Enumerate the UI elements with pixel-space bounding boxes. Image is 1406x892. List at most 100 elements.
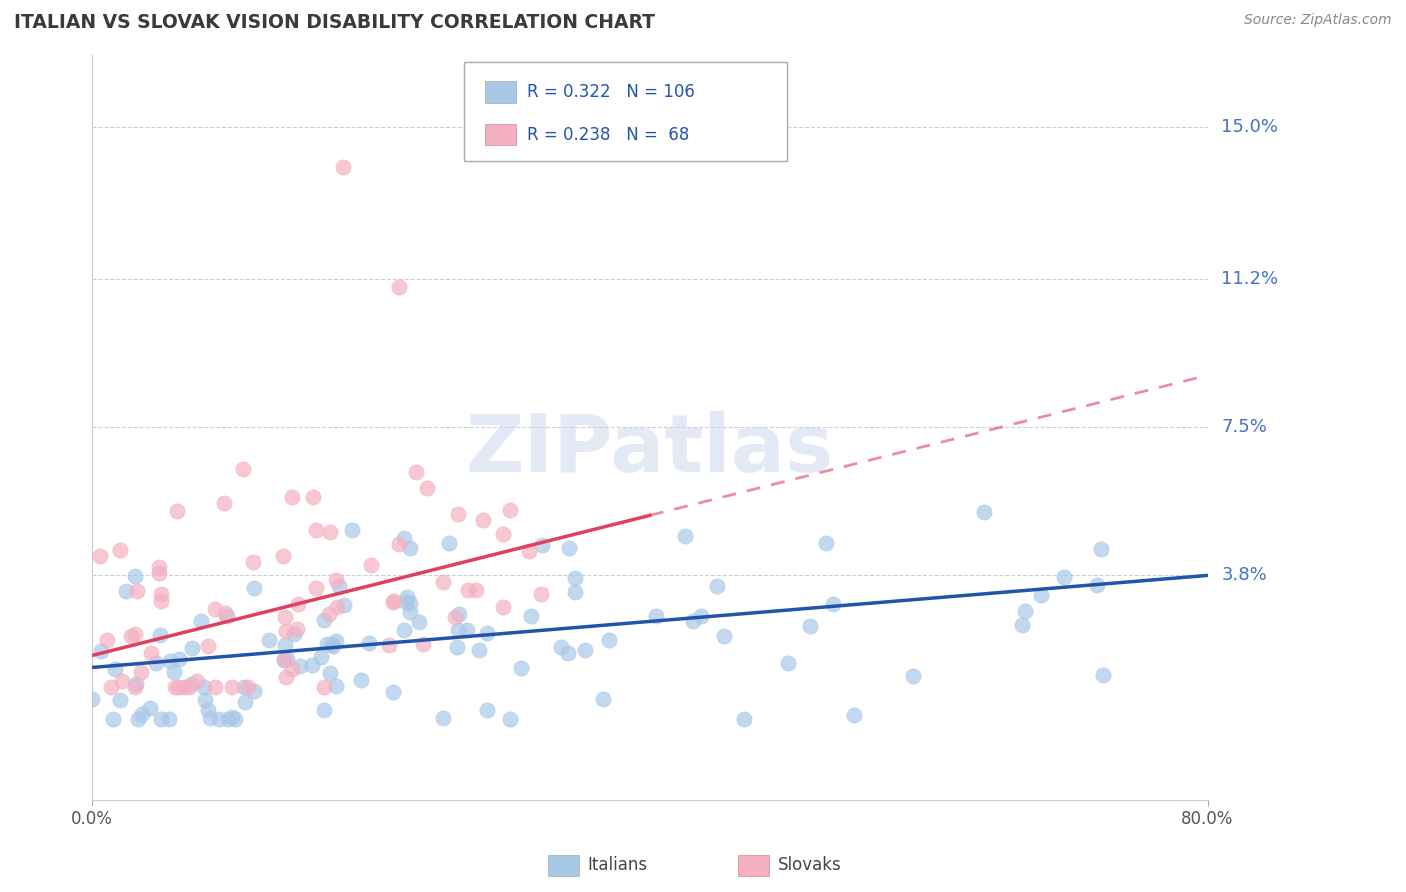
Point bbox=[163, 681, 186, 695]
Point bbox=[321, 638, 343, 652]
Point bbox=[167, 652, 190, 666]
Point bbox=[360, 558, 382, 573]
Point bbox=[314, 681, 336, 695]
Point bbox=[166, 504, 188, 518]
Point bbox=[127, 584, 149, 599]
Point bbox=[378, 638, 401, 652]
Point bbox=[111, 673, 134, 688]
Point bbox=[232, 462, 254, 476]
Point bbox=[350, 673, 373, 687]
Point bbox=[139, 646, 162, 660]
Point bbox=[457, 583, 479, 598]
Point bbox=[1053, 570, 1076, 584]
Text: 15.0%: 15.0% bbox=[1222, 118, 1278, 136]
Point bbox=[492, 527, 515, 541]
Point bbox=[242, 581, 264, 595]
Point bbox=[531, 539, 554, 553]
Point bbox=[197, 703, 219, 717]
Point bbox=[287, 597, 309, 611]
Point bbox=[446, 640, 468, 655]
Point bbox=[273, 653, 295, 667]
Point bbox=[242, 555, 264, 569]
Point bbox=[124, 627, 146, 641]
Text: Italians: Italians bbox=[588, 856, 648, 874]
Point bbox=[281, 662, 304, 676]
Point bbox=[243, 684, 266, 698]
Point bbox=[235, 695, 257, 709]
Point bbox=[193, 680, 215, 694]
Point bbox=[204, 602, 226, 616]
Point bbox=[100, 681, 122, 695]
Point bbox=[394, 623, 416, 637]
Point bbox=[325, 679, 347, 693]
Point bbox=[706, 580, 728, 594]
Point bbox=[447, 623, 470, 637]
Point bbox=[550, 640, 572, 655]
Point bbox=[108, 693, 131, 707]
Point bbox=[124, 568, 146, 582]
Text: R = 0.238   N =  68: R = 0.238 N = 68 bbox=[527, 126, 689, 144]
Point bbox=[673, 529, 696, 543]
Point bbox=[221, 710, 243, 724]
Point bbox=[150, 594, 173, 608]
Point bbox=[157, 713, 180, 727]
Point bbox=[82, 692, 104, 706]
Point bbox=[198, 711, 221, 725]
Point bbox=[492, 599, 515, 614]
Point bbox=[359, 636, 381, 650]
Point bbox=[194, 692, 217, 706]
Point bbox=[558, 541, 581, 556]
Point bbox=[322, 639, 344, 653]
Point bbox=[1091, 668, 1114, 682]
Point bbox=[224, 713, 246, 727]
Point bbox=[302, 490, 325, 504]
Point bbox=[456, 624, 478, 638]
Point bbox=[197, 639, 219, 653]
Point bbox=[382, 595, 405, 609]
Point bbox=[149, 713, 172, 727]
Point bbox=[288, 659, 311, 673]
Text: 7.5%: 7.5% bbox=[1222, 418, 1267, 436]
Point bbox=[733, 713, 755, 727]
Point bbox=[103, 713, 125, 727]
Point bbox=[273, 651, 295, 665]
Point bbox=[689, 609, 711, 624]
Point bbox=[166, 681, 188, 695]
Point bbox=[392, 531, 415, 545]
Point bbox=[564, 585, 586, 599]
Point bbox=[120, 629, 142, 643]
Point bbox=[443, 609, 465, 624]
Point bbox=[499, 503, 522, 517]
Point bbox=[217, 713, 239, 727]
Point bbox=[159, 654, 181, 668]
Point bbox=[190, 614, 212, 628]
Point bbox=[713, 629, 735, 643]
Point bbox=[312, 704, 335, 718]
Point bbox=[259, 633, 281, 648]
Point bbox=[131, 707, 153, 722]
Point bbox=[115, 583, 138, 598]
Point bbox=[149, 628, 172, 642]
Point bbox=[315, 637, 337, 651]
Point bbox=[163, 665, 186, 679]
Point bbox=[1090, 542, 1112, 557]
Point bbox=[432, 574, 454, 589]
Point bbox=[395, 595, 418, 609]
Text: 11.2%: 11.2% bbox=[1222, 270, 1278, 288]
Point bbox=[274, 610, 297, 624]
Point bbox=[221, 681, 243, 695]
Point bbox=[274, 671, 297, 685]
Point bbox=[408, 615, 430, 630]
Text: ITALIAN VS SLOVAK VISION DISABILITY CORRELATION CHART: ITALIAN VS SLOVAK VISION DISABILITY CORR… bbox=[14, 13, 655, 32]
Point bbox=[276, 652, 298, 666]
Point bbox=[682, 614, 704, 628]
Point bbox=[465, 582, 488, 597]
Point bbox=[557, 647, 579, 661]
Text: Slovaks: Slovaks bbox=[778, 856, 841, 874]
Point bbox=[517, 544, 540, 558]
Point bbox=[281, 490, 304, 504]
Point bbox=[475, 703, 498, 717]
Point bbox=[212, 495, 235, 509]
Point bbox=[1011, 618, 1033, 632]
Point bbox=[285, 622, 308, 636]
